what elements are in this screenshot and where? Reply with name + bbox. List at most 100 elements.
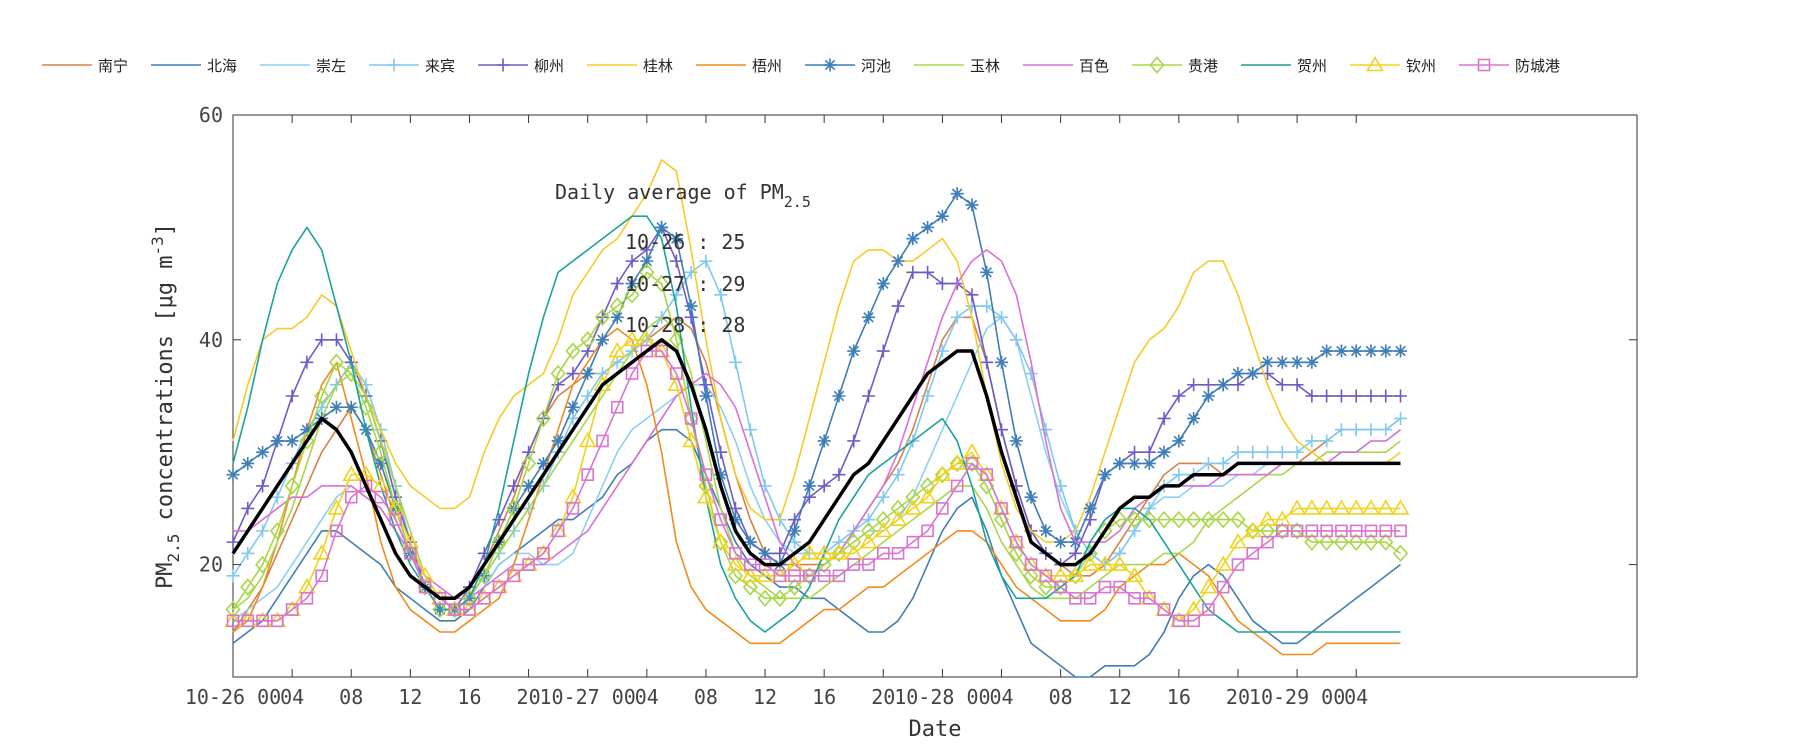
data-point-plus xyxy=(1039,423,1053,437)
data-point-plus xyxy=(965,299,979,313)
data-point-square xyxy=(1024,558,1038,571)
data-point-triangle xyxy=(1214,555,1233,571)
data-point-plus xyxy=(891,468,905,482)
data-point-square xyxy=(1039,569,1053,583)
data-point-plus xyxy=(921,389,935,403)
data-point-plus xyxy=(256,524,270,538)
data-point-triangle xyxy=(903,499,922,515)
data-point-plus xyxy=(1187,378,1201,392)
data-point-triangle xyxy=(1391,499,1410,515)
data-point-star xyxy=(1349,344,1363,358)
legend-item: 梧州 xyxy=(696,57,782,75)
data-point-plus xyxy=(861,389,875,403)
data-point-triangle xyxy=(889,510,907,526)
data-point-plus xyxy=(1320,434,1334,448)
data-point-star xyxy=(581,367,595,381)
data-point-square xyxy=(817,569,831,583)
data-point-star xyxy=(522,479,536,493)
data-point-triangle xyxy=(697,488,715,504)
data-point-plus xyxy=(965,288,979,302)
data-point-triangle xyxy=(1347,499,1366,515)
data-point-diamond xyxy=(1038,578,1054,596)
data-point-diamond xyxy=(801,567,817,585)
data-point-triangle xyxy=(741,566,760,583)
data-point-diamond xyxy=(875,510,891,529)
data-point-diamond xyxy=(535,409,551,428)
data-point-star xyxy=(1305,355,1319,369)
data-point-square xyxy=(1113,580,1127,594)
x-tick-label: 20 xyxy=(517,685,541,709)
data-point-square xyxy=(1276,524,1289,538)
data-point-star xyxy=(566,400,580,414)
data-point-diamond xyxy=(1259,522,1276,540)
data-point-plus xyxy=(241,546,255,560)
legend-label: 贵港 xyxy=(1188,57,1218,75)
series-4 xyxy=(226,220,1408,617)
data-point-triangle xyxy=(711,533,730,549)
data-point-star xyxy=(1009,434,1023,448)
data-point-square xyxy=(1009,535,1023,549)
data-point-diamond xyxy=(314,387,330,405)
data-point-plus xyxy=(1275,445,1289,459)
data-point-square xyxy=(714,513,728,526)
data-point-plus xyxy=(315,333,329,347)
x-tick-label: 10-27 00 xyxy=(540,685,636,709)
data-point-diamond xyxy=(757,589,773,608)
data-point-diamond xyxy=(639,263,655,282)
data-point-plus xyxy=(1157,411,1171,425)
x-tick-label: 04 xyxy=(635,685,659,709)
data-point-plus xyxy=(300,355,314,369)
data-point-plus xyxy=(935,344,949,358)
data-point-star xyxy=(891,254,905,268)
data-point-square xyxy=(226,614,240,628)
data-point-diamond xyxy=(1289,522,1305,540)
data-point-diamond xyxy=(1149,56,1165,74)
data-point-square xyxy=(906,535,920,549)
series-line xyxy=(232,327,1401,656)
data-point-square xyxy=(463,603,476,616)
data-point-plus xyxy=(1305,434,1319,448)
legend-item: 桂林 xyxy=(587,57,673,75)
data-point-plus xyxy=(1068,546,1082,560)
legend-item: 柳州 xyxy=(478,57,564,75)
data-point-square xyxy=(1379,524,1393,538)
data-point-triangle xyxy=(726,555,745,571)
data-point-plus xyxy=(714,288,728,302)
data-point-square xyxy=(1394,524,1407,538)
annotation-line-1026: 10-26 : 25 xyxy=(625,230,745,254)
data-point-plus xyxy=(329,333,343,347)
data-point-star xyxy=(1054,535,1068,549)
data-point-square xyxy=(640,344,654,358)
data-point-plus xyxy=(285,389,299,403)
data-point-star xyxy=(1201,389,1215,403)
data-point-triangle xyxy=(1229,533,1247,549)
y-axis-label: PM2.5 concentrations [μg m-3] xyxy=(148,223,183,589)
data-point-square xyxy=(1246,547,1260,560)
data-point-star xyxy=(1231,367,1245,381)
x-tick-label: 10-26 00 xyxy=(185,685,281,709)
y-tick-label: 20 xyxy=(199,553,223,577)
series-1 xyxy=(232,428,1401,678)
legend-item: 钦州 xyxy=(1350,55,1436,75)
data-point-plus xyxy=(699,254,713,268)
data-point-diamond xyxy=(1023,567,1039,585)
data-point-square xyxy=(773,569,787,583)
data-point-plus xyxy=(1246,445,1260,459)
data-point-diamond xyxy=(890,499,906,518)
data-point-diamond xyxy=(831,544,847,563)
series-5 xyxy=(232,159,1401,543)
data-point-diamond xyxy=(521,454,537,473)
data-point-plus xyxy=(950,310,964,324)
data-point-diamond xyxy=(1186,510,1202,529)
data-point-diamond xyxy=(225,600,241,619)
data-point-diamond xyxy=(683,409,699,428)
data-point-plus xyxy=(1024,367,1038,381)
data-point-star xyxy=(1320,344,1334,358)
x-tick-label: 12 xyxy=(1108,685,1132,709)
data-point-star xyxy=(802,479,816,493)
data-point-square xyxy=(1202,603,1215,616)
data-point-square xyxy=(936,502,949,515)
data-point-plus xyxy=(935,277,949,291)
data-point-square xyxy=(256,614,269,628)
data-point-star xyxy=(1098,468,1112,482)
